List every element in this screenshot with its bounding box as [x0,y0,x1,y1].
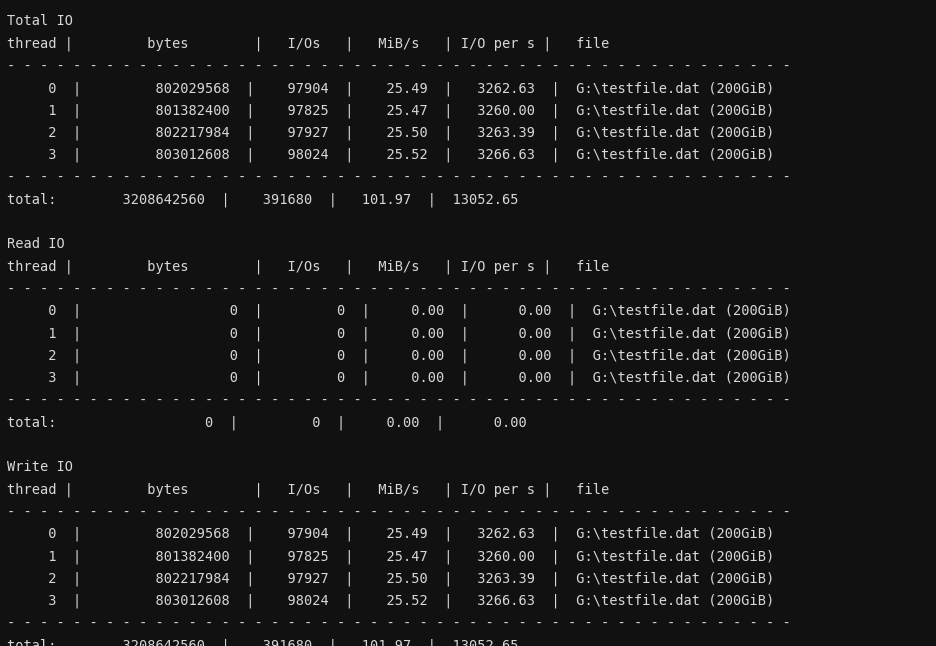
Text: thread |         bytes        |   I/Os   |   MiB/s   | I/O per s |   file: thread | bytes | I/Os | MiB/s | I/O per … [7,259,609,274]
Text: 3  |                  0  |         0  |     0.00  |      0.00  |  G:\testfile.da: 3 | 0 | 0 | 0.00 | 0.00 | G:\testfile.da [7,371,791,385]
Text: - - - - - - - - - - - - - - - - - - - - - - - - - - - - - - - - - - - - - - - - : - - - - - - - - - - - - - - - - - - - - … [7,282,791,296]
Text: Read IO: Read IO [7,237,66,251]
Text: 0  |         802029568  |    97904  |    25.49  |   3262.63  |  G:\testfile.dat : 0 | 802029568 | 97904 | 25.49 | 3262.63 … [7,527,775,541]
Text: 3  |         803012608  |    98024  |    25.52  |   3266.63  |  G:\testfile.dat : 3 | 803012608 | 98024 | 25.52 | 3266.63 … [7,594,775,608]
Text: 0  |         802029568  |    97904  |    25.49  |   3262.63  |  G:\testfile.dat : 0 | 802029568 | 97904 | 25.49 | 3262.63 … [7,81,775,96]
Text: total:                  0  |         0  |     0.00  |      0.00: total: 0 | 0 | 0.00 | 0.00 [7,415,527,430]
Text: 2  |         802217984  |    97927  |    25.50  |   3263.39  |  G:\testfile.dat : 2 | 802217984 | 97927 | 25.50 | 3263.39 … [7,572,775,586]
Text: 0  |                  0  |         0  |     0.00  |      0.00  |  G:\testfile.da: 0 | 0 | 0 | 0.00 | 0.00 | G:\testfile.da [7,304,791,318]
Text: - - - - - - - - - - - - - - - - - - - - - - - - - - - - - - - - - - - - - - - - : - - - - - - - - - - - - - - - - - - - - … [7,59,791,73]
Text: - - - - - - - - - - - - - - - - - - - - - - - - - - - - - - - - - - - - - - - - : - - - - - - - - - - - - - - - - - - - - … [7,171,791,184]
Text: 2  |                  0  |         0  |     0.00  |      0.00  |  G:\testfile.da: 2 | 0 | 0 | 0.00 | 0.00 | G:\testfile.da [7,349,791,363]
Text: thread |         bytes        |   I/Os   |   MiB/s   | I/O per s |   file: thread | bytes | I/Os | MiB/s | I/O per … [7,36,609,51]
Text: 2  |         802217984  |    97927  |    25.50  |   3263.39  |  G:\testfile.dat : 2 | 802217984 | 97927 | 25.50 | 3263.39 … [7,125,775,140]
Text: - - - - - - - - - - - - - - - - - - - - - - - - - - - - - - - - - - - - - - - - : - - - - - - - - - - - - - - - - - - - - … [7,393,791,407]
Text: 3  |         803012608  |    98024  |    25.52  |   3266.63  |  G:\testfile.dat : 3 | 803012608 | 98024 | 25.52 | 3266.63 … [7,148,775,162]
Text: total:        3208642560  |    391680  |   101.97  |  13052.65: total: 3208642560 | 391680 | 101.97 | 13… [7,193,519,207]
Text: thread |         bytes        |   I/Os   |   MiB/s   | I/O per s |   file: thread | bytes | I/Os | MiB/s | I/O per … [7,482,609,497]
Text: Write IO: Write IO [7,460,74,474]
Text: - - - - - - - - - - - - - - - - - - - - - - - - - - - - - - - - - - - - - - - - : - - - - - - - - - - - - - - - - - - - - … [7,616,791,630]
Text: 1  |         801382400  |    97825  |    25.47  |   3260.00  |  G:\testfile.dat : 1 | 801382400 | 97825 | 25.47 | 3260.00 … [7,549,775,563]
Text: 1  |         801382400  |    97825  |    25.47  |   3260.00  |  G:\testfile.dat : 1 | 801382400 | 97825 | 25.47 | 3260.00 … [7,103,775,118]
Text: total:        3208642560  |    391680  |   101.97  |  13052.65: total: 3208642560 | 391680 | 101.97 | 13… [7,638,519,646]
Text: 1  |                  0  |         0  |     0.00  |      0.00  |  G:\testfile.da: 1 | 0 | 0 | 0.00 | 0.00 | G:\testfile.da [7,326,791,340]
Text: - - - - - - - - - - - - - - - - - - - - - - - - - - - - - - - - - - - - - - - - : - - - - - - - - - - - - - - - - - - - - … [7,505,791,519]
Text: Total IO: Total IO [7,14,74,28]
